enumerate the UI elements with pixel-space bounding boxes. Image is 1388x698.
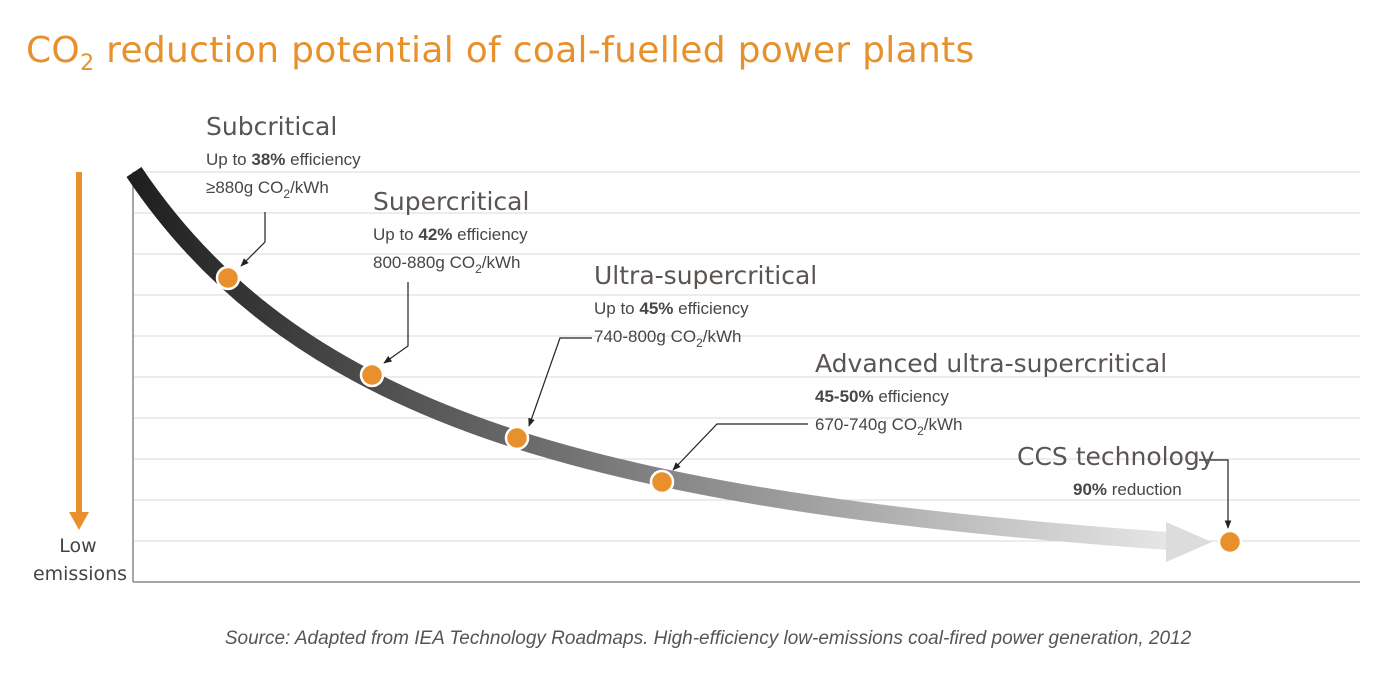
data-point — [215, 265, 241, 291]
data-point — [649, 469, 675, 495]
point-emissions: 740-800g CO2/kWh — [594, 327, 742, 350]
curve-arrow-head — [1166, 522, 1212, 562]
y-axis-label-line-2: emissions — [33, 563, 127, 585]
point-label: Subcritical Up to 38% efficiency ≥880g CO2… — [206, 112, 361, 201]
point-efficiency: 45-50% efficiency — [815, 387, 949, 406]
point-name: Advanced ultra-supercritical — [815, 349, 1167, 378]
source-note: Source: Adapted from IEA Technology Road… — [224, 628, 1192, 649]
point-emissions: ≥880g CO2/kWh — [206, 178, 329, 201]
leader-line — [240, 212, 266, 267]
efficiency-curve — [126, 166, 1169, 550]
leader-line — [1199, 459, 1232, 529]
point-efficiency: Up to 45% efficiency — [594, 299, 749, 318]
point-label: Ultra-supercritical Up to 45% efficiency 7… — [594, 261, 817, 350]
emissions-arrow-head — [69, 512, 89, 530]
data-point — [1217, 529, 1243, 555]
point-name: Subcritical — [206, 112, 337, 141]
leader-line — [383, 282, 409, 364]
point-efficiency: Up to 38% efficiency — [206, 150, 361, 169]
point-emissions: 800-880g CO2/kWh — [373, 253, 521, 276]
data-point — [504, 425, 530, 451]
point-name: Ultra-supercritical — [594, 261, 817, 290]
data-point — [359, 362, 385, 388]
chart-title: CO2 reduction potential of coal-fuelled … — [26, 30, 975, 76]
point-emissions: 670-740g CO2/kWh — [815, 415, 963, 438]
point-label: Supercritical Up to 42% efficiency 800-880… — [373, 187, 529, 276]
leader-line — [672, 423, 808, 471]
point-label: Advanced ultra-supercritical 45-50% effic… — [815, 349, 1167, 438]
y-axis-label-line-1: Low — [59, 535, 96, 557]
point-label: CCS technology 90% reduction — [1017, 442, 1215, 499]
point-name: Supercritical — [373, 187, 529, 216]
leader-line — [528, 337, 592, 427]
point-efficiency: Up to 42% efficiency — [373, 225, 528, 244]
point-efficiency: 90% reduction — [1073, 480, 1182, 499]
point-name: CCS technology — [1017, 442, 1215, 471]
